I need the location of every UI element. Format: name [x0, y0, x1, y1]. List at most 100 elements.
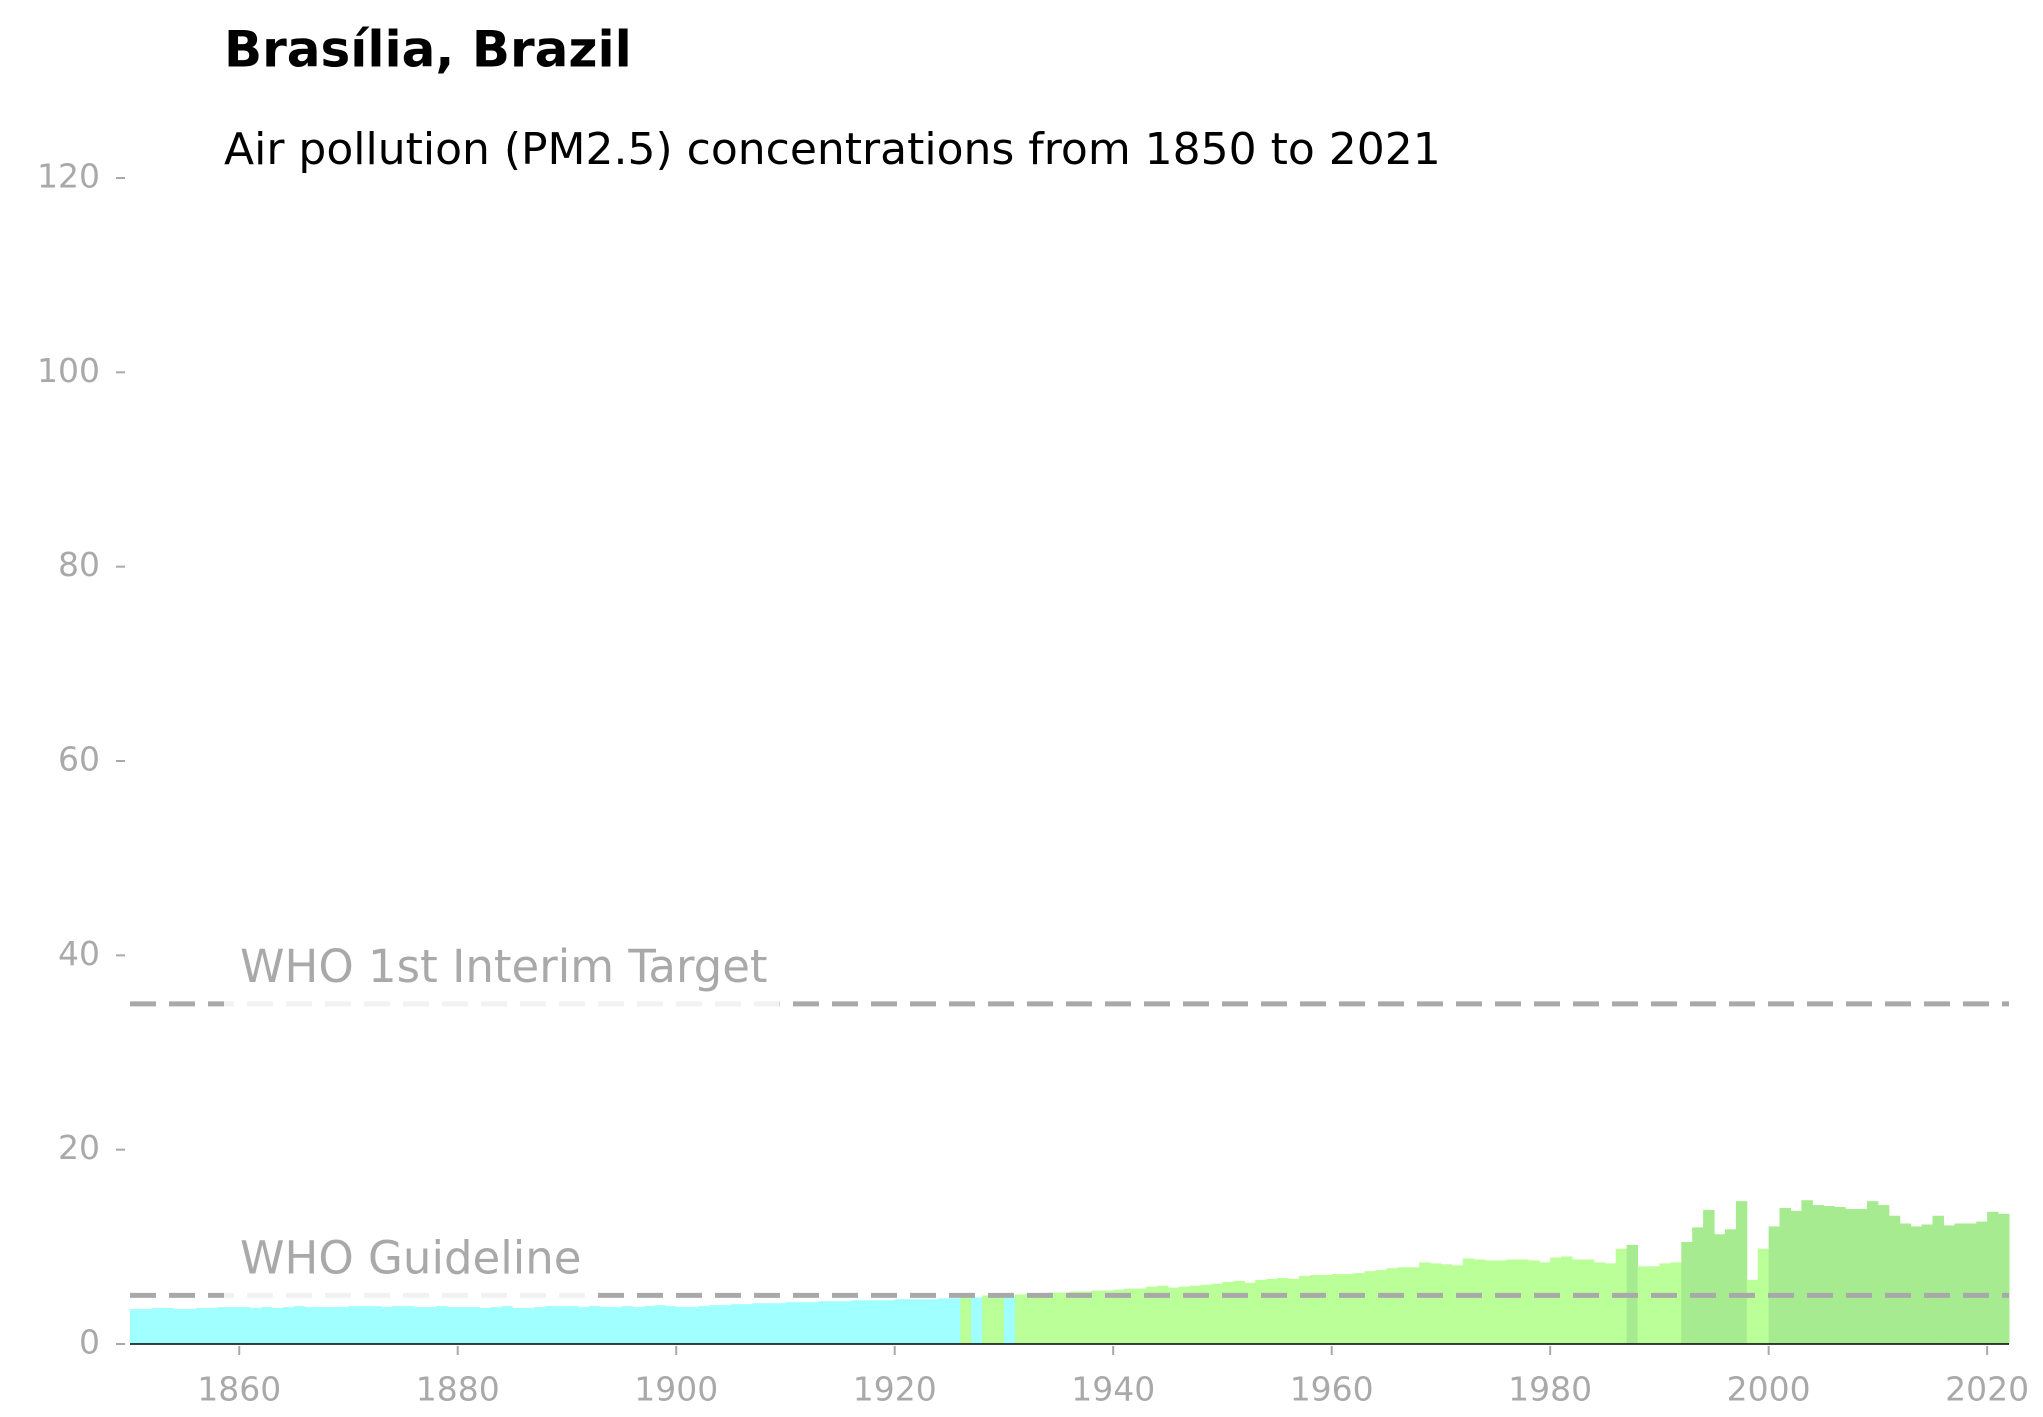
bar: [993, 1294, 1005, 1344]
bar: [1386, 1268, 1398, 1344]
bar: [250, 1308, 262, 1344]
bar: [1211, 1283, 1223, 1344]
bar: [1550, 1257, 1562, 1344]
bar: [1375, 1270, 1387, 1344]
bar: [370, 1306, 382, 1344]
bar: [577, 1307, 590, 1344]
bar: [392, 1306, 404, 1344]
bar: [785, 1302, 797, 1344]
bar: [1353, 1273, 1365, 1344]
bar: [1451, 1265, 1464, 1344]
bar: [424, 1307, 437, 1344]
bar: [708, 1305, 721, 1344]
bar: [1266, 1278, 1278, 1344]
x-tick-label: 1920: [853, 1370, 937, 1409]
x-tick-label: 2000: [1727, 1370, 1811, 1409]
bar: [195, 1308, 207, 1344]
bar: [1298, 1275, 1311, 1344]
chart-subtitle: Air pollution (PM2.5) concentrations fro…: [224, 124, 1441, 175]
bar: [1987, 1211, 1999, 1344]
bar: [1408, 1267, 1420, 1344]
bar: [1440, 1264, 1453, 1344]
bar: [861, 1300, 874, 1344]
bar: [643, 1306, 655, 1344]
bar: [337, 1307, 349, 1344]
bar: [698, 1306, 710, 1344]
bar: [883, 1300, 896, 1344]
label-backdrop: [224, 1291, 594, 1300]
x-tick-label: 1980: [1508, 1370, 1592, 1409]
bar: [730, 1304, 743, 1344]
bar: [1025, 1293, 1038, 1344]
bar: [566, 1306, 579, 1344]
bar: [304, 1307, 317, 1344]
bar: [1801, 1200, 1813, 1344]
bar: [1003, 1296, 1016, 1344]
y-tick-label: 120: [37, 157, 100, 196]
x-tick-label: 1960: [1290, 1370, 1374, 1409]
bar: [1703, 1209, 1715, 1344]
bar: [1779, 1207, 1792, 1344]
bar: [818, 1301, 830, 1344]
bar: [927, 1299, 939, 1344]
y-tick-label: 20: [58, 1128, 100, 1167]
bar: [293, 1306, 306, 1344]
bar: [1637, 1266, 1649, 1344]
bar: [1604, 1263, 1617, 1344]
bar: [687, 1307, 699, 1344]
bar: [1976, 1221, 1988, 1344]
bar: [261, 1307, 273, 1344]
bar: [217, 1307, 229, 1344]
bar: [1091, 1290, 1103, 1344]
bar: [905, 1299, 918, 1344]
bar: [1593, 1262, 1606, 1344]
bar: [1539, 1262, 1551, 1344]
bar: [1233, 1280, 1245, 1344]
bar: [1189, 1285, 1202, 1344]
bar: [763, 1303, 776, 1344]
bar: [949, 1298, 961, 1344]
bar: [1200, 1284, 1213, 1344]
bar: [1036, 1293, 1049, 1344]
bar: [1670, 1262, 1682, 1344]
bar: [1135, 1288, 1147, 1344]
reference-label: WHO 1st Interim Target: [240, 940, 768, 993]
bar: [501, 1306, 513, 1344]
bar: [1058, 1292, 1070, 1344]
bar: [1921, 1224, 1934, 1344]
y-tick-label: 0: [79, 1323, 100, 1362]
bar: [1080, 1291, 1092, 1344]
bar: [1845, 1208, 1857, 1344]
bar: [1899, 1223, 1912, 1344]
bar: [162, 1308, 175, 1344]
bar: [228, 1307, 240, 1344]
bar: [1320, 1275, 1333, 1344]
bar: [239, 1307, 251, 1344]
bar: [1866, 1201, 1879, 1344]
bar: [151, 1308, 164, 1344]
bar: [206, 1308, 218, 1344]
bar: [610, 1307, 623, 1344]
bar: [621, 1306, 634, 1344]
bar: [1222, 1281, 1234, 1344]
bar: [1287, 1278, 1300, 1344]
bar: [282, 1307, 295, 1344]
bar: [315, 1307, 328, 1344]
bar: [1014, 1294, 1027, 1344]
bar: [490, 1307, 502, 1344]
bar: [446, 1307, 459, 1344]
bar: [1910, 1226, 1923, 1344]
bar: [1419, 1262, 1431, 1344]
bar: [326, 1307, 339, 1344]
bar: [1342, 1274, 1355, 1344]
bar: [851, 1300, 863, 1344]
bar: [1856, 1208, 1868, 1344]
bar: [1561, 1256, 1573, 1344]
bar: [1277, 1277, 1289, 1344]
bar: [1714, 1234, 1726, 1344]
bar: [1834, 1206, 1846, 1344]
bar: [140, 1309, 153, 1344]
bar: [1309, 1275, 1322, 1344]
bar: [1768, 1226, 1781, 1344]
